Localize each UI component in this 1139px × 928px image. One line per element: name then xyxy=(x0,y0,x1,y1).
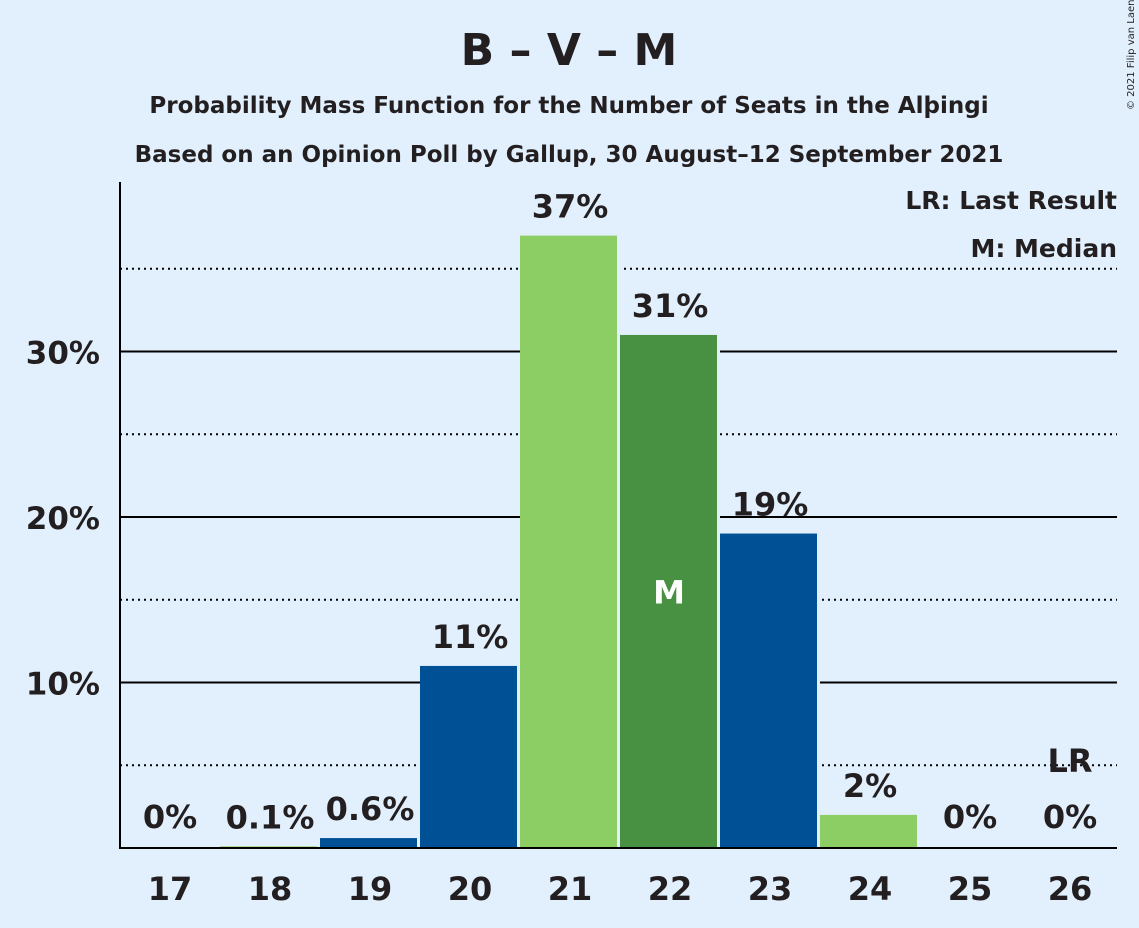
bar xyxy=(320,838,417,848)
bar xyxy=(620,334,717,848)
y-tick-label: 10% xyxy=(26,667,100,703)
data-label: 2% xyxy=(843,767,897,805)
x-tick-label: 18 xyxy=(248,870,293,908)
x-tick-label: 24 xyxy=(848,870,893,908)
bar xyxy=(820,814,917,848)
chart-subtitle-2: Based on an Opinion Poll by Gallup, 30 A… xyxy=(135,142,1004,168)
chart-title: B – V – M xyxy=(461,25,678,76)
data-label: 0.1% xyxy=(226,798,315,836)
bar xyxy=(520,235,617,848)
copyright-text: © 2021 Filip van Laenen xyxy=(1126,0,1137,110)
data-label: 0% xyxy=(943,798,997,836)
bar xyxy=(720,533,817,848)
data-label: 0% xyxy=(1043,798,1097,836)
last-result-marker: LR xyxy=(1047,742,1092,780)
axes xyxy=(119,182,1117,849)
y-tick-label: 20% xyxy=(26,501,100,537)
bar xyxy=(420,665,517,848)
x-tick-label: 23 xyxy=(748,870,793,908)
data-label: 0.6% xyxy=(326,790,415,828)
x-tick-label: 17 xyxy=(148,870,193,908)
bars xyxy=(220,233,920,848)
chart-subtitle: Probability Mass Function for the Number… xyxy=(149,93,988,119)
legend-median: M: Median xyxy=(970,234,1117,263)
data-label: 11% xyxy=(432,618,509,656)
bar-gap xyxy=(220,844,320,848)
median-marker: M xyxy=(653,573,685,611)
x-tick-label: 25 xyxy=(948,870,993,908)
x-tick-label: 19 xyxy=(348,870,393,908)
data-label: 31% xyxy=(632,287,709,325)
x-tick-label: 21 xyxy=(548,870,593,908)
y-tick-label: 30% xyxy=(26,336,100,372)
data-label: 19% xyxy=(732,486,809,524)
x-tick-label: 20 xyxy=(448,870,493,908)
x-tick-label: 22 xyxy=(648,870,693,908)
legend-last-result: LR: Last Result xyxy=(905,186,1117,215)
data-labels: 0% 17 0.1% 18 0.6% 19 11% 20 37% 21 31% 22 M 19% 23 2% 2… xyxy=(143,188,1097,908)
data-label: 37% xyxy=(532,188,609,226)
data-label: 0% xyxy=(143,798,197,836)
x-tick-label: 26 xyxy=(1048,870,1093,908)
